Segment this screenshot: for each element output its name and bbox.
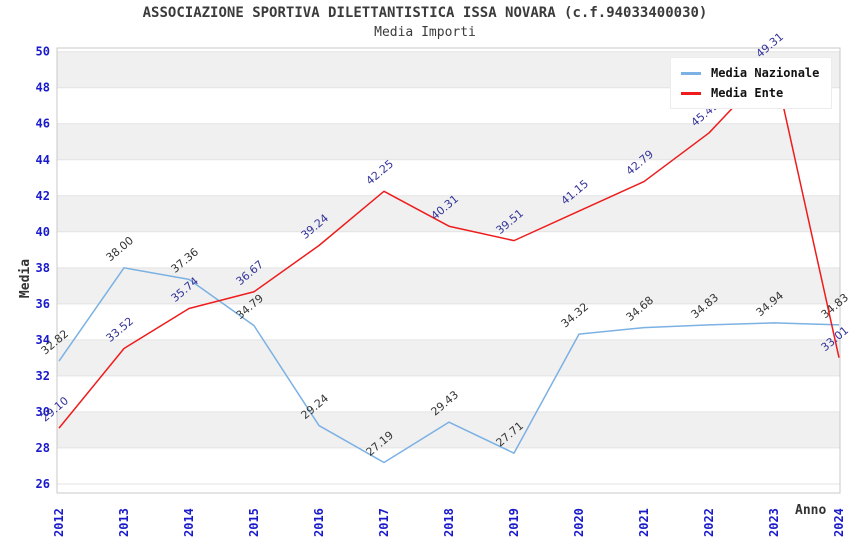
- y-tick-label: 32: [36, 369, 50, 383]
- x-axis-title: Anno: [795, 503, 827, 518]
- plot-band: [57, 231, 840, 268]
- x-tick-label: 2023: [767, 508, 781, 537]
- plot-band: [57, 447, 840, 484]
- legend-label-ente: Media Ente: [711, 86, 784, 100]
- x-tick-label: 2012: [52, 508, 66, 537]
- y-tick-label: 48: [36, 81, 50, 95]
- y-tick-label: 36: [36, 297, 50, 311]
- plot-border: [56, 47, 841, 494]
- series-line-media-ente: [58, 63, 840, 429]
- series-line-media-nazionale: [58, 267, 840, 464]
- y-axis-title: Media: [18, 258, 34, 299]
- y-tick-label: 40: [36, 225, 50, 239]
- chart-title: ASSOCIAZIONE SPORTIVA DILETTANTISTICA IS…: [142, 5, 708, 21]
- legend-item-media-nazionale: Media Nazionale: [681, 65, 819, 81]
- plot-band: [57, 159, 840, 196]
- x-tick-label: 2014: [182, 508, 196, 537]
- y-tick-label: 42: [36, 189, 50, 203]
- plot-band: [57, 123, 840, 160]
- plot-band: [57, 375, 840, 412]
- legend-swatch-ente-icon: [681, 91, 701, 95]
- x-tick-label: 2017: [377, 508, 391, 537]
- x-tick-label: 2016: [312, 508, 326, 537]
- x-tick-label: 2018: [442, 508, 456, 537]
- x-tick-label: 2022: [702, 508, 716, 537]
- chart-subtitle: Media Importi: [374, 25, 476, 40]
- y-tick-label: 34: [36, 333, 50, 347]
- legend-swatch-nazionale-icon: [681, 71, 701, 75]
- x-tick-label: 2021: [637, 508, 651, 537]
- x-tick-label: 2020: [572, 508, 586, 537]
- legend-item-media-ente: Media Ente: [681, 85, 819, 101]
- x-tick-label: 2024: [832, 508, 846, 537]
- plot-band: [57, 411, 840, 448]
- x-tick-label: 2019: [507, 508, 521, 537]
- plot-band: [57, 303, 840, 340]
- y-tick-label: 30: [36, 405, 50, 419]
- y-tick-label: 38: [36, 261, 50, 275]
- x-tick-label: 2013: [117, 508, 131, 537]
- y-tick-label: 46: [36, 117, 50, 131]
- y-tick-label: 28: [36, 441, 50, 455]
- y-tick-label: 26: [36, 477, 50, 491]
- legend: Media Nazionale Media Ente: [670, 57, 833, 109]
- y-tick-label: 50: [36, 45, 50, 59]
- y-tick-label: 44: [36, 153, 50, 167]
- legend-label-nazionale: Media Nazionale: [711, 66, 820, 80]
- x-tick-label: 2015: [247, 508, 261, 537]
- plot-band: [57, 267, 840, 304]
- plot-band: [57, 339, 840, 376]
